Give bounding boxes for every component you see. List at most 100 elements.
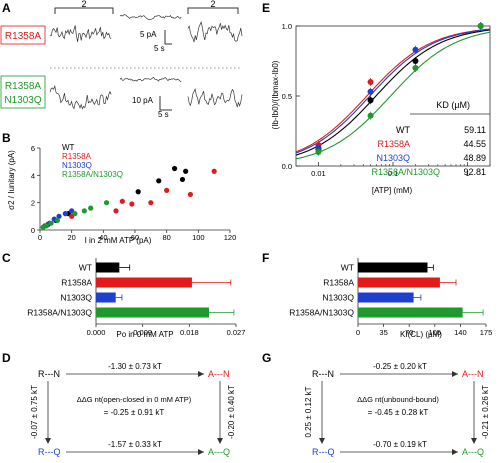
c-category-label: N1303Q: [60, 293, 92, 303]
b-point: [43, 223, 49, 229]
label-box-double: [0, 75, 46, 109]
d-center-value: = -0.25 ± 0.91 kT: [104, 408, 165, 417]
g-center-value: = -0.45 ± 0.28 kT: [368, 408, 429, 417]
f-bar: [358, 307, 463, 318]
g-bottom-value: -0.70 ± 0.19 kT: [373, 440, 427, 449]
panel-e-ylabel: (Ib-Ib0)/(Ibmax-Ib0): [271, 60, 280, 129]
b-x-tick-label: 0: [38, 233, 42, 242]
arrowhead-g-left: [319, 438, 325, 444]
panel-f-xlabel: KI(CL) (µM): [400, 330, 442, 339]
b-point: [72, 211, 78, 217]
d-center-title: ΔΔG nt(open-closed in 0 mM ATP): [77, 395, 192, 404]
node-g-br: A---Q: [462, 447, 484, 457]
b-point: [119, 198, 125, 204]
e-y-tick-label: 0.0: [282, 162, 292, 171]
b-point: [211, 168, 217, 174]
panel-c-xlabel: Po in 0 mM ATP: [116, 330, 173, 339]
b-x-tick-label: 40: [99, 233, 107, 242]
b-point: [56, 213, 62, 219]
d-top-value: -1.30 ± 0.73 kT: [108, 362, 162, 371]
node-g-tl: R---N: [312, 369, 334, 379]
b-point: [81, 208, 87, 214]
f-category-label: N1303Q: [322, 293, 354, 303]
label-box-r1358a: [0, 25, 46, 45]
d-left-value: -0.07 ± 0.75 kT: [30, 385, 39, 439]
g-left-value: 0.25 ± 0.12 kT: [304, 386, 313, 437]
arrowhead-d-bottom: [198, 449, 204, 455]
node-d-bl: R---Q: [38, 447, 61, 457]
kd-name-wt: WT: [396, 125, 410, 135]
b-point: [103, 200, 110, 206]
c-bar: [96, 307, 210, 318]
g-top-value: -0.25 ± 0.20 kT: [373, 362, 427, 371]
trace-r1358a-mid: [119, 14, 182, 20]
e-point: [412, 46, 419, 53]
e-point: [412, 65, 419, 71]
scale-bottom-amp: 10 pA: [132, 96, 154, 105]
node-g-bl: R---Q: [312, 447, 335, 457]
panel-c: C 0.000 0.009 0.018 0.027 WT R1358A N1303Q R135…: [2, 251, 245, 339]
scale-bottom-time: 5 s: [158, 110, 169, 119]
e-point: [477, 23, 484, 29]
scale-top-amp: 5 pA: [140, 30, 157, 39]
e-point: [315, 144, 322, 151]
panel-e-xlabel: [ATP] (mM): [372, 186, 413, 195]
scale-bar-bottom: [159, 96, 172, 111]
e-point: [315, 149, 322, 155]
f-category-label: WT: [341, 263, 354, 273]
panel-c-letter: C: [2, 251, 11, 265]
c-category-label: WT: [79, 263, 92, 273]
bracket-left-label: 2: [81, 0, 86, 9]
b-point: [113, 208, 119, 214]
b-point: [187, 191, 194, 198]
b-point: [88, 205, 94, 211]
b-x-tick-label: 120: [224, 233, 237, 242]
f-x-tick-label: 175: [480, 328, 493, 337]
b-point: [179, 176, 186, 183]
arrowhead-d-right: [217, 438, 223, 444]
e-fit-curve: [295, 29, 491, 156]
scale-bar-top: [164, 30, 172, 45]
panel-e-curves: [295, 28, 491, 160]
trace-r1358a-right: [187, 21, 243, 43]
kd-value-double: 92.81: [463, 167, 486, 177]
e-fit-curve: [295, 28, 491, 153]
e-x-tick-label: 0.1: [388, 169, 398, 178]
g-right-value: -0.21 ± 0.26 kT: [481, 385, 490, 439]
d-right-value: -0.20 ± 0.40 kT: [227, 385, 236, 439]
b-point: [156, 178, 162, 184]
f-x-tick-label: 140: [454, 328, 467, 337]
panel-a-letter: A: [2, 1, 11, 15]
trace-double-mid: [119, 77, 182, 83]
node-d-tr: A---N: [208, 369, 230, 379]
e-x-tick-label: 1: [465, 169, 469, 178]
f-x-tick-label: 0: [356, 328, 360, 337]
legend-wt: WT: [62, 143, 75, 152]
panel-b-letter: B: [2, 131, 11, 145]
panel-b-ylabel: σ2 / Iunitary (pA): [7, 150, 16, 210]
c-x-tick-label: 0.000: [87, 328, 106, 337]
f-x-tick-label: 35: [379, 328, 387, 337]
panel-d-letter: D: [2, 351, 11, 365]
node-d-tl: R---N: [38, 369, 60, 379]
b-point: [183, 168, 189, 174]
b-point: [171, 165, 178, 172]
e-point: [367, 112, 374, 119]
panel-a: A 2 2 R1358A R1358A N1303Q 5 pA 5 s 10 p…: [0, 0, 243, 119]
b-point: [54, 217, 61, 224]
legend-n1303q: N1303Q: [62, 161, 92, 170]
arrowhead-g-bottom: [452, 449, 458, 455]
panel-f: F 0 35 70 105 140 175 WT R1358A N1303Q R1358A/N13…: [262, 251, 492, 339]
b-point: [135, 189, 141, 195]
f-x-tick-label: 70: [405, 328, 413, 337]
panel-e: E 0.01 0.1 1 0.0 0.5 1.0 (Ib-Ib0)/(Ibmax-Ib0)…: [262, 1, 491, 195]
node-g-tr: A---N: [462, 369, 484, 379]
b-y-tick-label: 6: [31, 144, 35, 153]
b-y-tick-label: 0: [31, 226, 35, 235]
b-point: [164, 187, 170, 193]
kd-name-double: R1358A/N1303Q: [371, 167, 440, 177]
bracket-right-label: 2: [210, 0, 215, 9]
legend-double: R1358A/N1303Q: [62, 170, 123, 179]
panel-b-axes: 0 20 40 60 80 100 120 0 2 4 6: [31, 144, 236, 242]
